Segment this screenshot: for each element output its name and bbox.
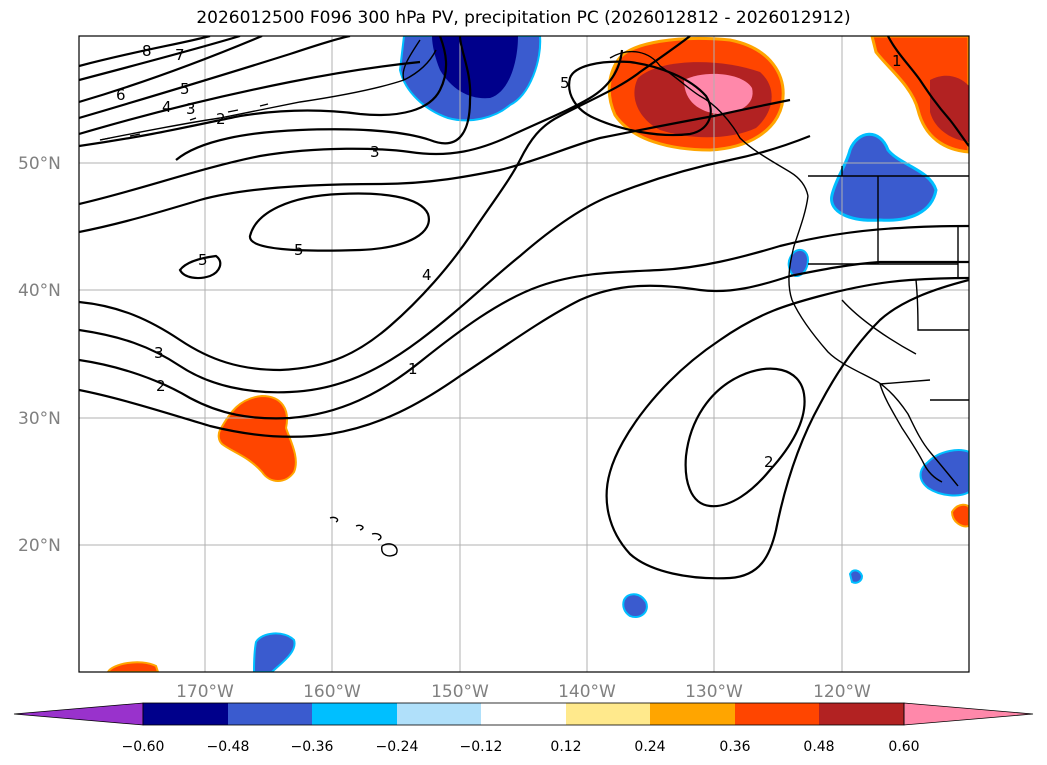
contour-line (684, 367, 806, 508)
colorbar-extend-min (13, 702, 144, 726)
lon-label: 120°W (813, 682, 871, 702)
contour-label: 1 (408, 360, 418, 378)
contour-label: 8 (142, 42, 152, 60)
contour-line (605, 276, 969, 580)
contour-line (887, 36, 969, 147)
contour-line (79, 36, 263, 104)
contour-line (79, 36, 241, 82)
map-frame (78, 35, 970, 673)
colorbar-segment (650, 703, 735, 725)
contour-label: 5 (198, 251, 208, 269)
contour-line (79, 60, 421, 136)
colorbar-tick-label: 0.12 (550, 739, 581, 755)
contour-line (79, 98, 791, 234)
colorbar-segment (735, 703, 819, 725)
colorbar-segment (566, 703, 650, 725)
lat-label: 50°N (18, 154, 61, 174)
lat-label: 30°N (18, 409, 61, 429)
colorbar-tick-label: −0.12 (460, 739, 503, 755)
colorbar-segment (481, 703, 566, 725)
state-border (808, 166, 969, 401)
colorbar-tick-label: 0.24 (634, 739, 665, 755)
colorbar-outline (142, 702, 905, 726)
colorbar: −0.60 −0.48 −0.36 −0.24 −0.12 0.12 0.24 … (13, 702, 1034, 755)
precip-positive-region (217, 394, 297, 482)
longitude-labels: 170°W 160°W 150°W 140°W 130°W 120°W (176, 682, 871, 702)
colorbar-segment (312, 703, 397, 725)
contour-label: 6 (116, 86, 126, 104)
contour-label: 2 (764, 453, 774, 471)
contour-line (79, 260, 969, 438)
colorbar-segment (397, 703, 481, 725)
colorbar-segment (228, 703, 312, 725)
contour-label: 5 (180, 80, 190, 98)
lon-label: 170°W (176, 682, 234, 702)
colorbar-tick-label: 0.48 (803, 739, 834, 755)
colorbar-tick-label: −0.36 (291, 739, 334, 755)
graticule (79, 36, 969, 672)
precip-positive-core (684, 73, 753, 114)
contour-line (175, 36, 472, 161)
colorbar-segment (143, 703, 228, 725)
lat-label: 20°N (18, 536, 61, 556)
precip-positive-region (950, 503, 969, 528)
precip-negative-region (622, 593, 648, 618)
colorbar-tick-label: 0.36 (719, 739, 750, 755)
contour-label: 1 (892, 52, 902, 70)
contour-labels: 8 7 5 6 4 3 2 3 5 5 4 3 2 1 2 5 1 (116, 42, 902, 471)
colorbar-tick-label: 0.60 (888, 739, 919, 755)
contour-line (568, 60, 712, 137)
alaska-islands (99, 103, 269, 141)
precip-positive-region (106, 661, 160, 672)
contour-line (79, 134, 811, 394)
contour-line (79, 36, 211, 68)
precip-negative-region (919, 449, 969, 497)
latitude-labels: 50°N 40°N 30°N 20°N (18, 154, 61, 556)
pv-contours (79, 36, 969, 580)
map-title: 2026012500 F096 300 hPa PV, precipitatio… (196, 8, 851, 28)
lon-label: 160°W (303, 682, 361, 702)
precip-negative-region (253, 632, 296, 672)
contour-label: 2 (216, 110, 226, 128)
contour-label: 3 (186, 100, 196, 118)
baja-peninsula (879, 383, 943, 483)
us-west-coast (788, 195, 959, 487)
contour-label: 4 (422, 266, 432, 284)
lon-label: 130°W (685, 682, 743, 702)
contour-line (79, 49, 624, 206)
contour-label: 3 (154, 344, 164, 362)
contour-label: 5 (294, 241, 304, 259)
lat-label: 40°N (18, 281, 61, 301)
contour-label: 7 (175, 46, 185, 64)
precip-positive-mid (930, 75, 969, 142)
contour-line (79, 224, 969, 420)
contour-label: 4 (162, 98, 172, 116)
colorbar-extend-max (903, 702, 1034, 726)
lon-label: 140°W (558, 682, 616, 702)
contour-line (79, 36, 351, 120)
contour-label: 3 (370, 143, 380, 161)
precip-negative-region (848, 569, 864, 584)
contour-line (79, 36, 691, 372)
colorbar-tick-label: −0.60 (122, 739, 165, 755)
contour-label: 5 (560, 74, 570, 92)
contour-line (178, 254, 222, 280)
hawaii-islands (329, 516, 398, 557)
lon-label: 150°W (431, 682, 489, 702)
contour-line (248, 192, 430, 252)
precip-negative-region (830, 132, 938, 222)
colorbar-segment (819, 703, 904, 725)
colorbar-tick-label: −0.24 (376, 739, 419, 755)
alaska-coast (99, 39, 437, 141)
colorbar-tick-label: −0.48 (207, 739, 250, 755)
contour-label: 2 (156, 377, 166, 395)
precip-negative-core (432, 36, 518, 99)
contour-line (79, 36, 448, 148)
